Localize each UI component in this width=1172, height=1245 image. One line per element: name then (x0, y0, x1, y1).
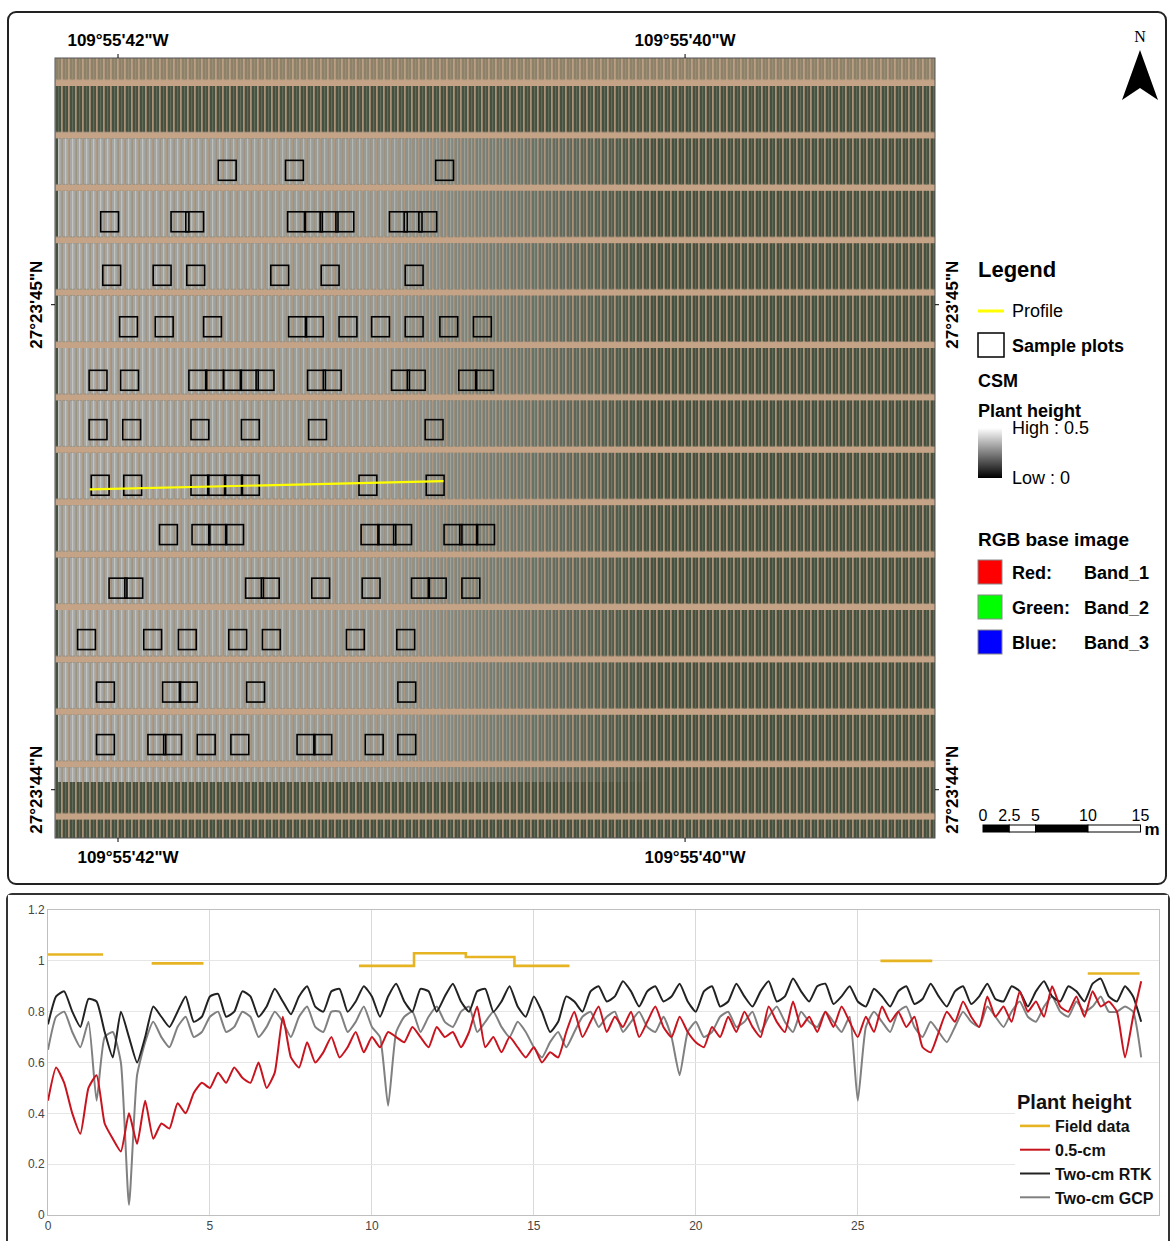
svg-text:Field data: Field data (1055, 1118, 1130, 1135)
svg-text:109°55'42"W: 109°55'42"W (77, 848, 179, 867)
svg-text:1: 1 (38, 954, 45, 968)
svg-text:Plant height: Plant height (1017, 1091, 1132, 1113)
svg-text:Band_1: Band_1 (1084, 563, 1149, 583)
svg-text:Band_3: Band_3 (1084, 633, 1149, 653)
svg-text:0.2: 0.2 (28, 1157, 45, 1171)
svg-text:Low : 0: Low : 0 (1012, 468, 1070, 488)
svg-text:109°55'40"W: 109°55'40"W (645, 848, 747, 867)
svg-text:15: 15 (527, 1219, 541, 1233)
svg-text:Plant height: Plant height (978, 401, 1081, 421)
svg-text:109°55'42"W: 109°55'42"W (67, 31, 169, 50)
svg-text:High : 0.5: High : 0.5 (1012, 418, 1089, 438)
svg-text:Blue:: Blue: (1012, 633, 1057, 653)
svg-text:N: N (1134, 28, 1146, 45)
svg-text:Band_2: Band_2 (1084, 598, 1149, 618)
svg-text:CSM: CSM (978, 371, 1018, 391)
svg-text:10: 10 (1079, 807, 1097, 824)
svg-text:Two-cm GCP: Two-cm GCP (1055, 1190, 1154, 1207)
svg-text:5: 5 (1031, 807, 1040, 824)
svg-text:27°23'45"N: 27°23'45"N (27, 261, 46, 349)
svg-text:RGB base image: RGB base image (978, 529, 1129, 550)
svg-text:0.8: 0.8 (28, 1005, 45, 1019)
svg-text:27°23'44"N: 27°23'44"N (27, 746, 46, 834)
svg-text:m: m (1145, 820, 1160, 839)
svg-text:0: 0 (979, 807, 988, 824)
svg-text:27°23'44"N: 27°23'44"N (943, 746, 962, 834)
svg-text:Sample plots: Sample plots (1012, 336, 1124, 356)
svg-text:109°55'40"W: 109°55'40"W (635, 31, 737, 50)
svg-text:0.6: 0.6 (28, 1056, 45, 1070)
svg-text:5: 5 (207, 1219, 214, 1233)
svg-text:Profile: Profile (1012, 301, 1063, 321)
svg-text:25: 25 (851, 1219, 865, 1233)
svg-text:2.5: 2.5 (998, 807, 1020, 824)
svg-text:Green:: Green: (1012, 598, 1070, 618)
svg-text:0.4: 0.4 (28, 1107, 45, 1121)
svg-text:27°23'45"N: 27°23'45"N (943, 261, 962, 349)
svg-text:Two-cm RTK: Two-cm RTK (1055, 1166, 1152, 1183)
svg-text:0: 0 (45, 1219, 52, 1233)
svg-text:Red:: Red: (1012, 563, 1052, 583)
svg-text:15: 15 (1131, 807, 1150, 824)
svg-text:20: 20 (689, 1219, 703, 1233)
svg-text:Legend: Legend (978, 257, 1056, 282)
svg-text:0.5-cm: 0.5-cm (1055, 1142, 1106, 1159)
svg-text:10: 10 (365, 1219, 379, 1233)
svg-text:0: 0 (38, 1208, 45, 1222)
svg-text:1.2: 1.2 (28, 903, 45, 917)
